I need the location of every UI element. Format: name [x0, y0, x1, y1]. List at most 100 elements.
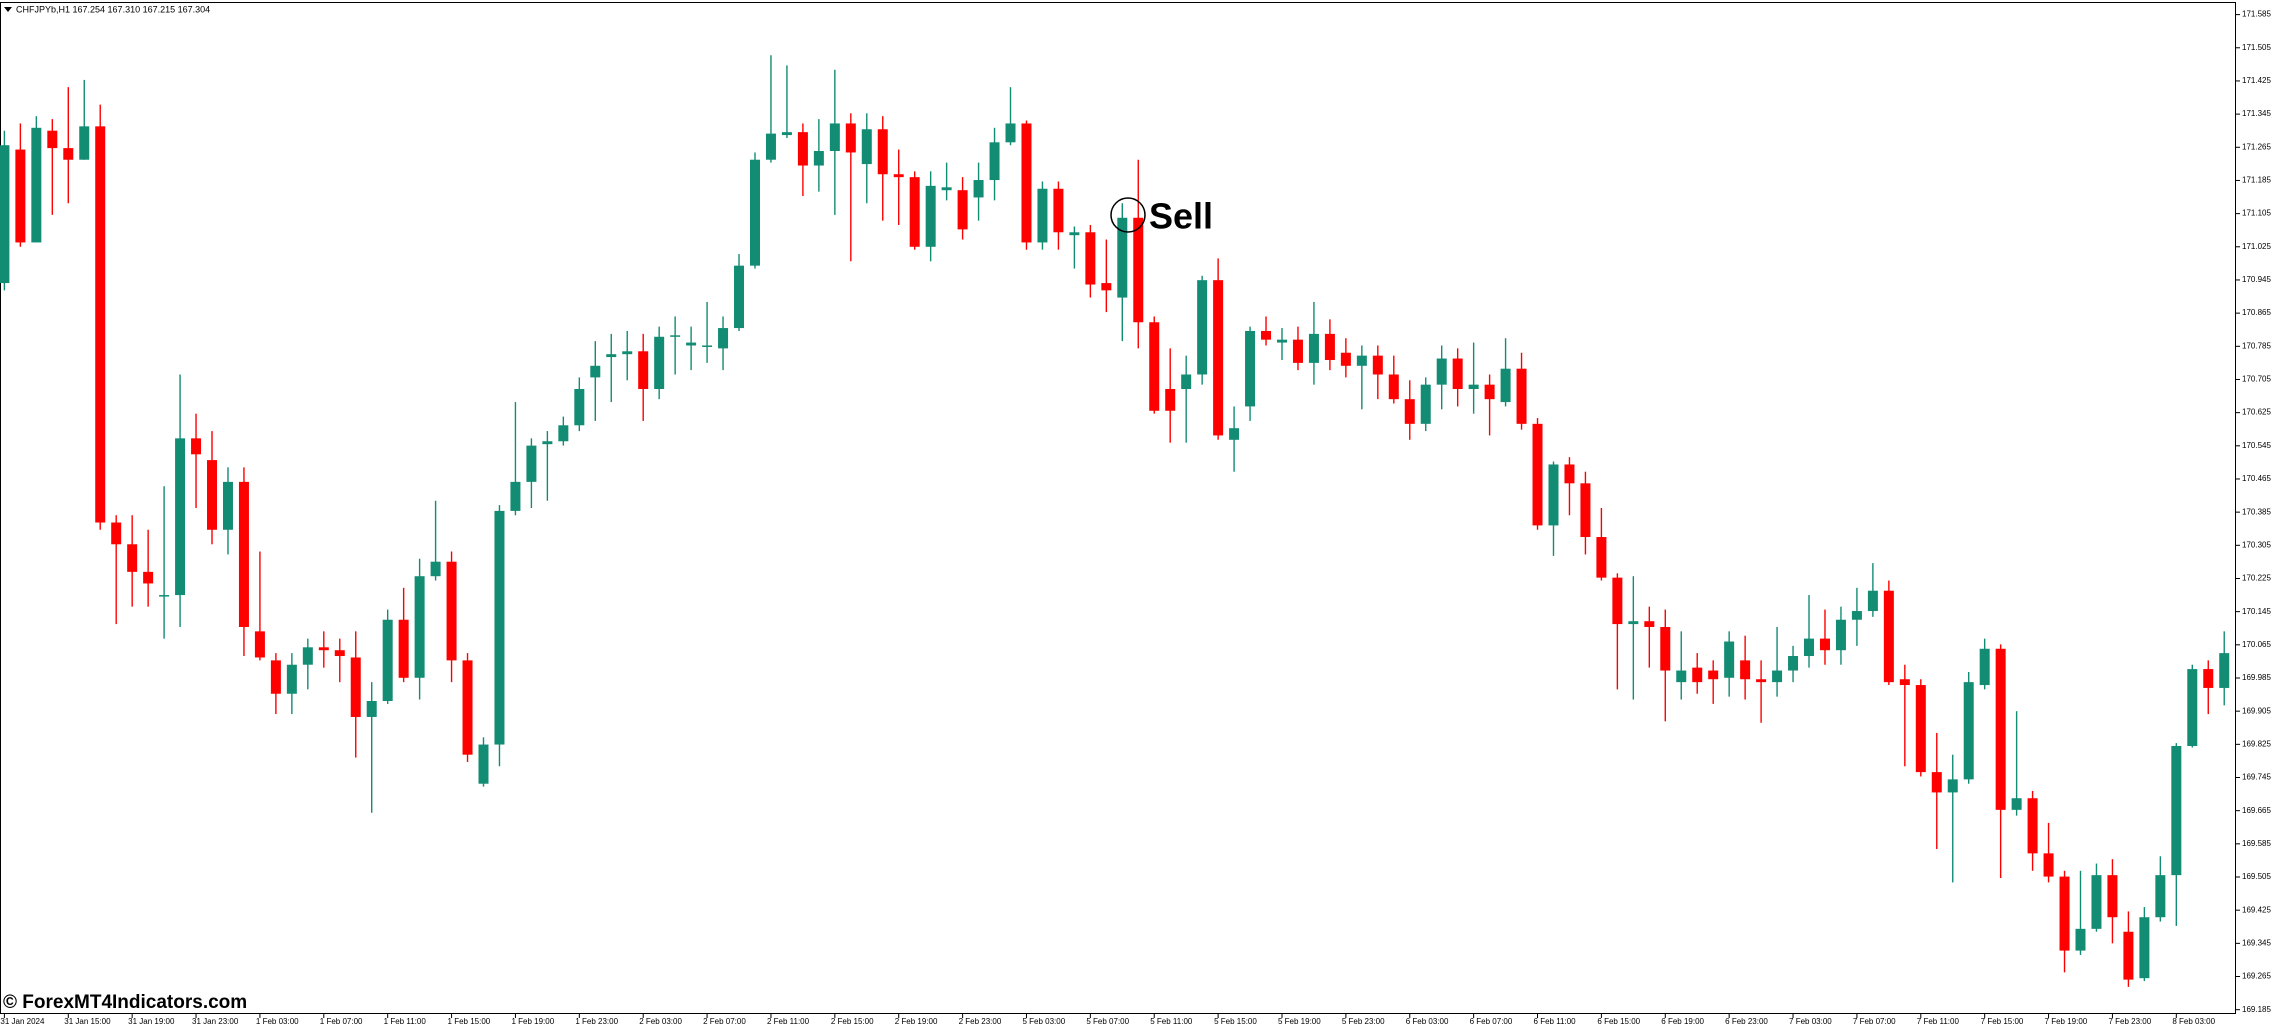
candle-body — [989, 142, 1000, 181]
candle-body — [590, 365, 601, 378]
y-tick-label: 170.305 — [2242, 540, 2271, 549]
candle-body — [1277, 339, 1287, 343]
candle-body — [606, 354, 617, 358]
candle-body — [2043, 853, 2054, 877]
candle-body — [1596, 537, 1607, 578]
candle-body — [1963, 682, 1974, 780]
y-tick-label: 171.185 — [2242, 176, 2271, 185]
candle-body — [95, 126, 106, 523]
x-tick-label: 5 Feb 19:00 — [1278, 1017, 1321, 1026]
candle-body — [558, 425, 569, 442]
y-tick-label: 171.025 — [2242, 242, 2271, 251]
y-tick-label: 169.505 — [2242, 872, 2271, 881]
candle-body — [446, 561, 457, 661]
x-tick-label: 7 Feb 03:00 — [1789, 1017, 1832, 1026]
x-tick-label: 5 Feb 15:00 — [1214, 1017, 1257, 1026]
candle-body — [654, 336, 665, 390]
candle-body — [2091, 875, 2102, 929]
x-tick-label: 2 Feb 03:00 — [639, 1017, 682, 1026]
candle-body — [47, 130, 58, 149]
candle-body — [1468, 384, 1479, 390]
candle-body — [111, 522, 122, 545]
y-tick-label: 169.745 — [2242, 773, 2271, 782]
candle-body — [1788, 656, 1799, 671]
candle-body — [1165, 389, 1176, 411]
candle-body — [1420, 384, 1431, 424]
candle-body — [0, 145, 10, 284]
candle-body — [2203, 669, 2214, 688]
candle-body — [1899, 679, 1910, 686]
candle-body — [382, 619, 393, 702]
candle-body — [1388, 374, 1399, 400]
candle-body — [1149, 322, 1160, 411]
y-tick-label: 170.705 — [2242, 375, 2271, 384]
candle-body — [1676, 670, 1687, 683]
y-tick-label: 171.265 — [2242, 142, 2271, 151]
x-tick-label: 2 Feb 19:00 — [895, 1017, 938, 1026]
candle-body — [207, 460, 218, 530]
candle-body — [781, 132, 792, 136]
candle-body — [686, 342, 697, 346]
candle-body — [973, 180, 984, 198]
candle-body — [1532, 423, 1543, 526]
candle-body — [79, 126, 90, 160]
candle-body — [366, 701, 377, 717]
candle-body — [1612, 577, 1623, 625]
y-tick-label: 170.785 — [2242, 341, 2271, 350]
candle-body — [925, 185, 936, 247]
y-tick-label: 169.905 — [2242, 706, 2271, 715]
candle-body — [2059, 876, 2070, 951]
candle-body — [1628, 621, 1639, 625]
candle-body — [1548, 464, 1559, 526]
candle-body — [494, 510, 505, 745]
candle-body — [1213, 280, 1224, 436]
candle-body — [1324, 333, 1335, 360]
candle-body — [765, 133, 776, 160]
candle-body — [1516, 368, 1527, 424]
candle-body — [1835, 619, 1846, 651]
y-tick-label: 170.385 — [2242, 507, 2271, 516]
candle-body — [2171, 745, 2182, 876]
candle-body — [1021, 123, 1032, 243]
y-tick-label: 171.425 — [2242, 76, 2271, 85]
candle-body — [175, 438, 186, 596]
x-tick-label: 1 Feb 23:00 — [575, 1017, 618, 1026]
candle-body — [1005, 123, 1016, 143]
x-tick-label: 2 Feb 15:00 — [831, 1017, 874, 1026]
candle-body — [1851, 611, 1862, 620]
candle-body — [909, 177, 920, 247]
x-tick-label: 31 Jan 23:00 — [192, 1017, 239, 1026]
candle-body — [2075, 928, 2086, 951]
candle-body — [222, 481, 233, 530]
watermark: © ForexMT4Indicators.com — [3, 992, 247, 1013]
candle-body — [398, 619, 409, 678]
candle-body — [63, 148, 74, 160]
candle-body — [1995, 648, 2006, 810]
candle-body — [1979, 648, 1990, 686]
candle-body — [334, 650, 345, 657]
candle-body — [1229, 428, 1240, 440]
candle-body — [1484, 384, 1495, 400]
candle-body — [2011, 798, 2022, 810]
x-tick-label: 5 Feb 23:00 — [1342, 1017, 1385, 1026]
x-tick-label: 7 Feb 11:00 — [1917, 1017, 1960, 1026]
y-tick-label: 169.425 — [2242, 905, 2271, 914]
x-tick-label: 2 Feb 23:00 — [959, 1017, 1002, 1026]
y-tick-label: 171.585 — [2242, 10, 2271, 19]
x-tick-label: 6 Feb 19:00 — [1661, 1017, 1704, 1026]
x-tick-label: 5 Feb 11:00 — [1150, 1017, 1193, 1026]
x-tick-label: 6 Feb 07:00 — [1470, 1017, 1513, 1026]
candle-body — [302, 647, 313, 665]
candle-body — [1947, 779, 1958, 793]
candle-body — [1883, 590, 1894, 683]
candle-body — [1133, 217, 1144, 323]
candle-body — [2123, 931, 2134, 980]
candle-body — [638, 351, 649, 390]
candle-body — [159, 595, 170, 597]
candle-body — [2219, 653, 2230, 688]
candle-body — [1356, 355, 1367, 366]
candle-body — [734, 265, 745, 329]
plot-frame — [0, 2, 2236, 1014]
